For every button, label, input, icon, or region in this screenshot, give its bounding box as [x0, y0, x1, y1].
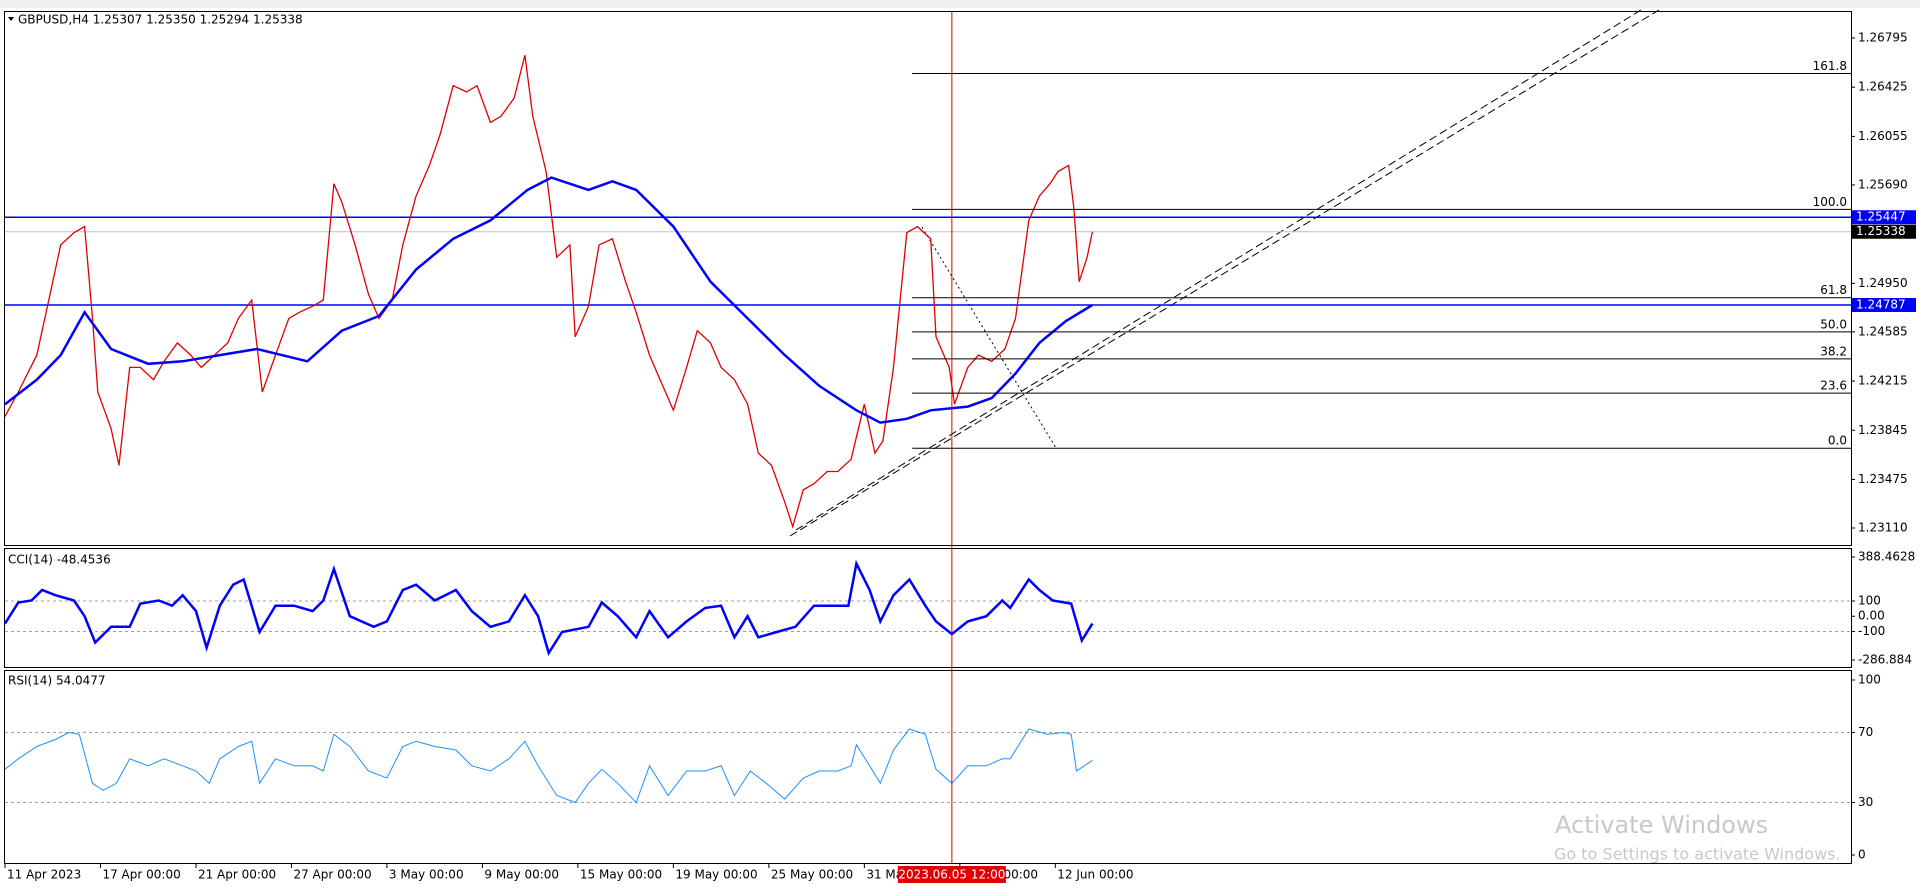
x-tick-label: 9 May 00:00 — [484, 868, 559, 882]
y-tick-label: 1.26425 — [1858, 80, 1908, 94]
crosshair-label: 2023.06.05 12:00 — [898, 868, 1005, 882]
price-panel — [4, 11, 1852, 546]
x-tick-label: 3 May 00:00 — [389, 868, 464, 882]
fib-diagonal — [921, 226, 1057, 449]
fib-label: 38.2 — [1820, 344, 1847, 358]
price-label: 1.25338 — [1856, 224, 1906, 238]
y-tick-label: 30 — [1858, 795, 1873, 809]
price-label-box — [1852, 224, 1916, 239]
y-tick-label: 1.24950 — [1858, 276, 1908, 290]
x-tick-label: 17 Apr 00:00 — [102, 868, 180, 882]
y-tick-label: 1.25690 — [1858, 177, 1908, 191]
fib-label: 23.6 — [1820, 379, 1847, 393]
watermark-title: Activate Windows — [1555, 811, 1768, 839]
y-tick-label: 388.4628 — [1858, 550, 1915, 564]
indicator-line — [3, 559, 1094, 657]
fib-label: 161.8 — [1813, 59, 1847, 73]
y-tick-label: 100 — [1858, 673, 1881, 687]
y-tick-label: 0 — [1858, 848, 1866, 862]
toolbar-strip — [0, 0, 1920, 8]
fib-label: 61.8 — [1820, 283, 1847, 297]
crosshair-label-box — [897, 866, 1006, 883]
price-label-box — [1852, 210, 1916, 225]
x-tick-label: 27 Apr 00:00 — [293, 868, 371, 882]
x-tick-label: 11 Apr 2023 — [7, 868, 81, 882]
chart-title: GBPUSD,H4 1.25307 1.25350 1.25294 1.2533… — [18, 13, 303, 27]
y-tick-label: 1.23845 — [1858, 423, 1908, 437]
y-tick-label: 0.00 — [1858, 609, 1885, 623]
fib-label: 100.0 — [1813, 195, 1847, 209]
y-tick-label: 1.23475 — [1858, 472, 1908, 486]
x-tick-label: 25 May 00:00 — [771, 868, 853, 882]
menu-arrow — [8, 17, 14, 21]
y-tick-label: 1.23110 — [1858, 521, 1908, 535]
x-tick-label: 21 Apr 00:00 — [198, 868, 276, 882]
y-tick-label: -100 — [1858, 624, 1885, 638]
y-tick-label: 1.24215 — [1858, 374, 1908, 388]
y-tick-label: 1.26055 — [1858, 129, 1908, 143]
rsi-panel — [4, 670, 1852, 864]
indicator-line — [4, 728, 1093, 804]
y-tick-label: -286.884 — [1858, 653, 1912, 667]
trend-channel — [795, 9, 1642, 531]
watermark-subtitle: Go to Settings to activate Windows. — [1554, 845, 1841, 864]
price-label-box — [1852, 298, 1916, 313]
y-tick-label: 70 — [1858, 725, 1873, 739]
price-label: 1.24787 — [1856, 298, 1906, 312]
rsi-title: RSI(14) 54.0477 — [8, 674, 106, 688]
price-line — [4, 55, 1094, 529]
x-tick-label: 15 May 00:00 — [580, 868, 662, 882]
fib-label: 50.0 — [1820, 317, 1847, 331]
fib-label: 0.0 — [1828, 434, 1847, 448]
price-label: 1.25447 — [1856, 210, 1906, 224]
moving-average — [4, 176, 1094, 424]
x-tick-label: 19 May 00:00 — [675, 868, 757, 882]
y-tick-label: 1.24585 — [1858, 324, 1908, 338]
cci-title: CCI(14) -48.4536 — [8, 553, 111, 567]
x-tick-label: 12 Jun 00:00 — [1057, 868, 1133, 882]
y-tick-label: 100 — [1858, 593, 1881, 607]
y-tick-label: 1.26795 — [1858, 31, 1908, 45]
